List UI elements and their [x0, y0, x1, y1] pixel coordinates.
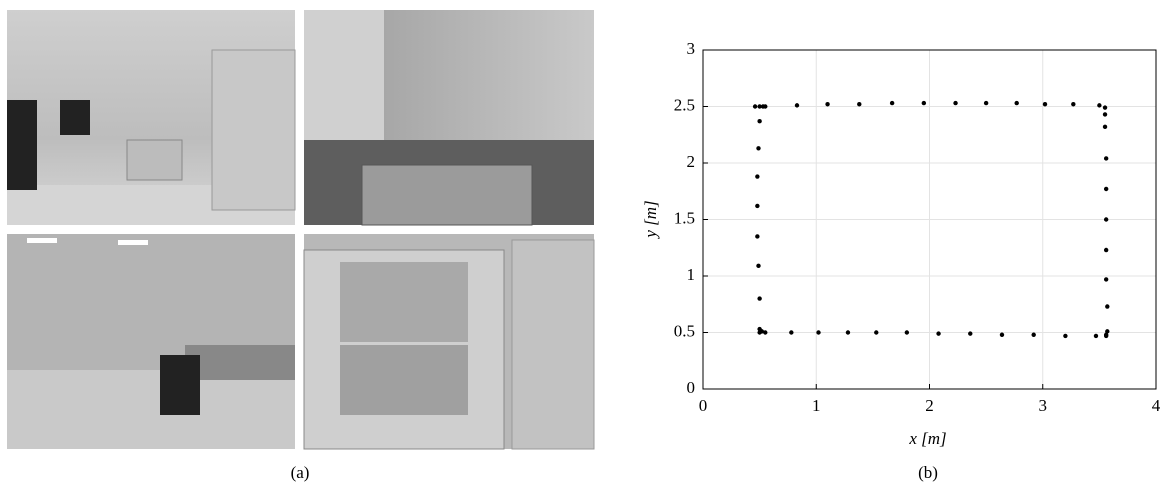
point — [922, 101, 926, 105]
point — [757, 330, 761, 334]
photo-desk — [304, 10, 594, 225]
point — [763, 330, 767, 334]
y-tick-label: 2 — [687, 152, 696, 171]
x-tick-label: 1 — [812, 396, 821, 415]
point — [1105, 304, 1109, 308]
y-axis-label: y [m] — [641, 200, 660, 239]
point — [1103, 112, 1107, 116]
point — [757, 296, 761, 300]
point — [1104, 277, 1108, 281]
x-axis-label: x [m] — [908, 429, 946, 448]
caption-b: (b) — [918, 463, 938, 482]
y-tick-label: 2.5 — [674, 95, 695, 114]
point — [1103, 105, 1107, 109]
point — [1015, 101, 1019, 105]
point — [984, 101, 988, 105]
point — [1094, 334, 1098, 338]
point — [905, 330, 909, 334]
point — [755, 204, 759, 208]
point — [757, 119, 761, 123]
point — [968, 331, 972, 335]
point — [755, 234, 759, 238]
point — [753, 104, 757, 108]
y-tick-label: 1 — [687, 265, 696, 284]
point — [890, 101, 894, 105]
point — [1104, 156, 1108, 160]
y-tick-label: 3 — [687, 39, 696, 58]
point — [1104, 187, 1108, 191]
figure-canvas: (a) (b) x [m] y [m] 0 1 2 3 4 0 0.5 1 1.5 2 2.5 3 — [0, 0, 1162, 487]
point — [857, 102, 861, 106]
point — [1071, 102, 1075, 106]
point — [789, 330, 793, 334]
point — [756, 264, 760, 268]
photo-office — [7, 10, 295, 225]
point — [763, 104, 767, 108]
point — [1097, 103, 1101, 107]
point — [1000, 333, 1004, 337]
point — [1104, 333, 1108, 337]
point — [816, 330, 820, 334]
caption-a: (a) — [291, 463, 310, 482]
point — [755, 174, 759, 178]
x-tick-label: 4 — [1152, 396, 1161, 415]
photo-shelf — [304, 234, 594, 449]
x-tick-label: 0 — [699, 396, 708, 415]
point — [756, 146, 760, 150]
y-tick-label: 0.5 — [674, 321, 695, 340]
figure: (a) (b) x [m] y [m] 0 1 2 3 4 0 0.5 1 1.5 2 2.5 3 — [0, 0, 1162, 487]
x-tick-label: 3 — [1039, 396, 1048, 415]
point — [1104, 248, 1108, 252]
x-tick-label: 2 — [925, 396, 934, 415]
point — [1043, 102, 1047, 106]
point — [1031, 333, 1035, 337]
point — [1063, 334, 1067, 338]
point — [846, 330, 850, 334]
point — [874, 330, 878, 334]
photo-room — [7, 234, 295, 449]
point — [1104, 217, 1108, 221]
point — [795, 103, 799, 107]
point — [1103, 125, 1107, 129]
y-tick-label: 0 — [687, 378, 696, 397]
point — [953, 101, 957, 105]
point — [825, 102, 829, 106]
point — [936, 331, 940, 335]
y-tick-label: 1.5 — [674, 208, 695, 227]
